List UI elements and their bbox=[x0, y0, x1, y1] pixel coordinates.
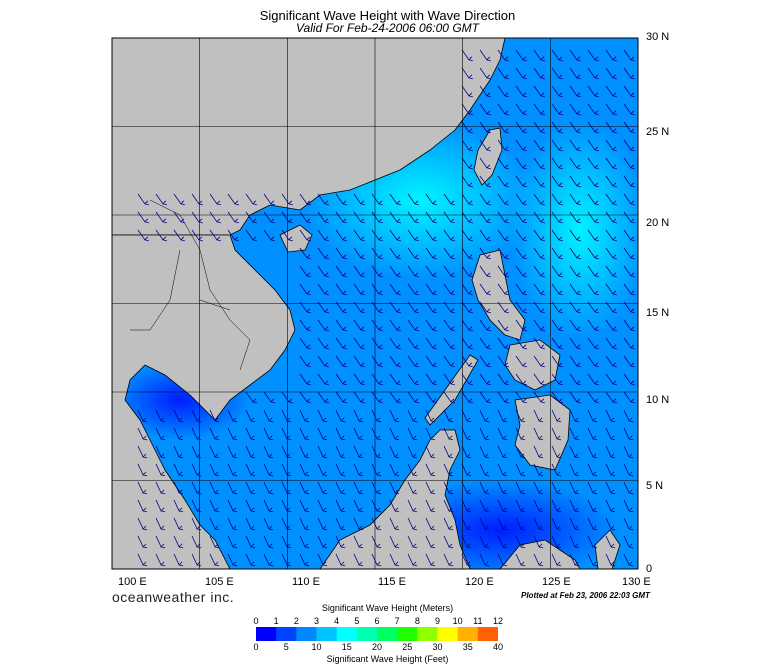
lat-label-10n: 10 N bbox=[646, 394, 669, 406]
meters-tick: 0 bbox=[246, 616, 266, 626]
lat-label-5n: 5 N bbox=[646, 480, 663, 492]
lat-label-0: 0 bbox=[646, 563, 652, 575]
high-wave-zone-east bbox=[510, 120, 650, 340]
wave-height-map bbox=[0, 0, 775, 600]
lon-label-130e: 130 E bbox=[622, 576, 651, 588]
meters-tick: 2 bbox=[286, 616, 306, 626]
feet-tick: 15 bbox=[337, 642, 357, 652]
meters-tick: 5 bbox=[347, 616, 367, 626]
feet-tick: 35 bbox=[458, 642, 478, 652]
feet-tick: 20 bbox=[367, 642, 387, 652]
lat-label-30n: 30 N bbox=[646, 31, 669, 43]
colorbar-feet-title: Significant Wave Height (Feet) bbox=[0, 654, 775, 664]
plotted-timestamp: Plotted at Feb 23, 2006 22:03 GMT bbox=[521, 591, 650, 600]
colorbar-segment bbox=[397, 627, 418, 641]
meters-tick: 12 bbox=[488, 616, 508, 626]
lon-label-110e: 110 E bbox=[292, 576, 320, 588]
colorbar-segment bbox=[458, 627, 479, 641]
colorbar-segment bbox=[357, 627, 378, 641]
colorbar bbox=[256, 627, 498, 641]
meters-tick: 1 bbox=[266, 616, 286, 626]
meters-tick: 3 bbox=[307, 616, 327, 626]
feet-tick: 0 bbox=[246, 642, 266, 652]
meters-tick: 7 bbox=[387, 616, 407, 626]
lat-label-15n: 15 N bbox=[646, 307, 669, 319]
meters-tick: 6 bbox=[367, 616, 387, 626]
lat-label-20n: 20 N bbox=[646, 217, 669, 229]
meters-tick: 10 bbox=[448, 616, 468, 626]
feet-tick: 10 bbox=[307, 642, 327, 652]
colorbar-segment bbox=[317, 627, 338, 641]
feet-tick: 30 bbox=[428, 642, 448, 652]
meters-tick: 11 bbox=[468, 616, 488, 626]
lon-label-125e: 125 E bbox=[542, 576, 571, 588]
lon-label-105e: 105 E bbox=[205, 576, 234, 588]
colorbar-segment bbox=[337, 627, 358, 641]
lon-label-115e: 115 E bbox=[378, 576, 406, 588]
meters-tick: 9 bbox=[428, 616, 448, 626]
colorbar-segment bbox=[256, 627, 277, 641]
feet-tick: 5 bbox=[276, 642, 296, 652]
colorbar-segment bbox=[438, 627, 459, 641]
lon-label-100e: 100 E bbox=[118, 576, 147, 588]
colorbar-segment bbox=[276, 627, 297, 641]
colorbar-segment bbox=[478, 627, 498, 641]
colorbar-segment bbox=[417, 627, 438, 641]
colorbar-segment bbox=[296, 627, 317, 641]
colorbar-meters-title: Significant Wave Height (Meters) bbox=[0, 603, 775, 613]
feet-tick: 40 bbox=[488, 642, 508, 652]
lon-label-120e: 120 E bbox=[465, 576, 494, 588]
meters-tick: 8 bbox=[407, 616, 427, 626]
colorbar-segment bbox=[377, 627, 398, 641]
meters-tick: 4 bbox=[327, 616, 347, 626]
feet-tick: 25 bbox=[397, 642, 417, 652]
lat-label-25n: 25 N bbox=[646, 126, 669, 138]
